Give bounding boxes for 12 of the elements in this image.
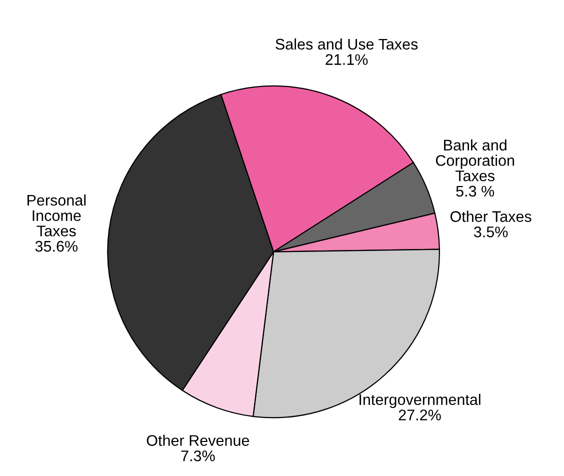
- slice-label: Bank and Corporation Taxes: [436, 139, 514, 182]
- data-label: 21.1%: [326, 54, 368, 65]
- data-label: 27.2%: [398, 410, 441, 420]
- slice-label: Intergovernmental: [360, 394, 480, 408]
- data-label: 5.3 %: [456, 186, 494, 197]
- slice-label: Other Revenue: [146, 434, 250, 446]
- data-label: 7.3%: [181, 450, 215, 462]
- data-label: 3.5%: [474, 226, 508, 238]
- data-label: 35.6%: [35, 240, 78, 252]
- slice-label: Sales and Use Taxes: [276, 38, 418, 50]
- slice-label: Personal Income Taxes: [28, 194, 86, 236]
- slice-label: Other Taxes: [450, 210, 532, 222]
